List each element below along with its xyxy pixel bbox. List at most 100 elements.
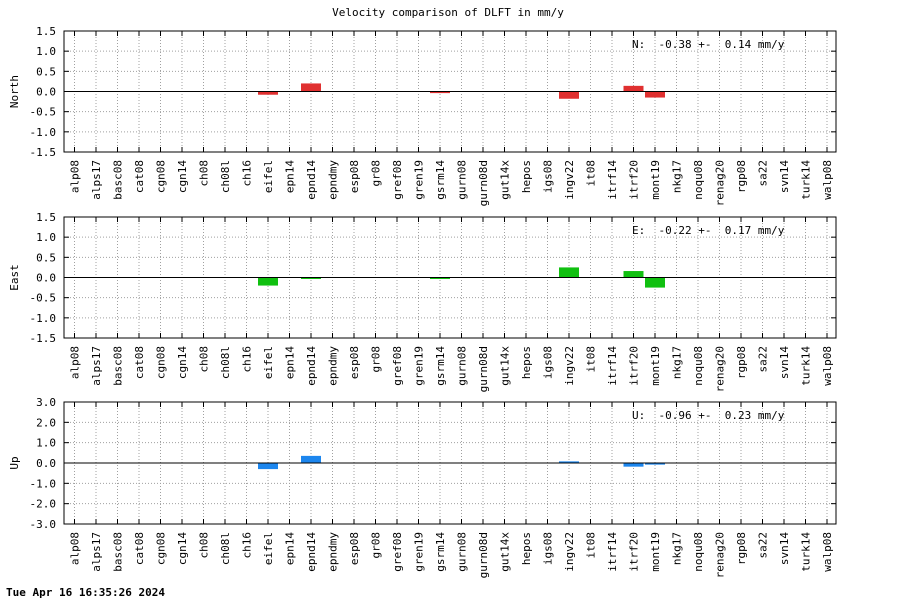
x-tick-label: cgn08	[155, 532, 168, 565]
y-axis-label: East	[8, 264, 21, 291]
x-tick-label: ch08	[198, 346, 211, 373]
x-tick-label: nkg17	[671, 532, 684, 565]
x-tick-label: eifel	[262, 532, 275, 565]
x-tick-label: renag20	[714, 532, 727, 578]
x-tick-label: ch08l	[219, 532, 232, 565]
x-tick-label: ch08	[198, 160, 211, 187]
bar	[645, 277, 665, 288]
x-tick-label: walp08	[821, 160, 834, 200]
x-tick-label: hepos	[520, 532, 533, 565]
y-tick-label: 1.0	[36, 437, 56, 450]
x-tick-label: gsrm14	[434, 160, 447, 200]
y-tick-label: 0.0	[36, 457, 56, 470]
bar	[559, 267, 579, 278]
x-tick-label: ingv22	[563, 532, 576, 572]
bar	[623, 271, 644, 278]
y-tick-label: 1.0	[36, 45, 56, 58]
x-tick-label: gsrm14	[434, 532, 447, 572]
bar	[623, 463, 644, 467]
x-tick-label: renag20	[714, 160, 727, 206]
x-tick-label: cat08	[133, 160, 146, 193]
bar	[430, 277, 450, 279]
x-tick-label: igs08	[542, 532, 555, 565]
x-tick-label: epnd14	[305, 346, 318, 386]
y-tick-label: -1.5	[30, 146, 57, 159]
x-tick-label: rgp08	[735, 532, 748, 565]
x-tick-label: gr08	[370, 346, 383, 373]
x-tick-label: it08	[585, 346, 598, 373]
x-tick-label: alps17	[90, 532, 103, 572]
x-tick-label: basc08	[112, 532, 125, 572]
x-tick-label: itrf20	[628, 160, 641, 200]
x-tick-label: itrf14	[606, 160, 619, 200]
x-tick-label: epn14	[284, 160, 297, 193]
x-tick-label: cgn14	[176, 532, 189, 565]
x-tick-label: epndmy	[327, 532, 340, 572]
x-tick-label: sa22	[757, 532, 770, 559]
y-tick-label: -0.5	[30, 106, 57, 119]
y-tick-label: 1.5	[36, 211, 56, 224]
x-tick-label: gr08	[370, 532, 383, 559]
x-tick-label: cat08	[133, 346, 146, 379]
bar	[301, 83, 321, 92]
x-tick-label: rgp08	[735, 346, 748, 379]
x-tick-label: mont19	[649, 160, 662, 200]
bar	[258, 91, 278, 95]
x-tick-label: gurn08d	[477, 532, 490, 578]
x-tick-label: alps17	[90, 160, 103, 200]
x-tick-label: alp08	[69, 160, 82, 193]
y-tick-label: -0.5	[30, 292, 57, 305]
bar	[559, 461, 579, 463]
y-tick-label: -3.0	[30, 518, 57, 531]
x-tick-label: svn14	[778, 346, 791, 379]
x-tick-label: igs08	[542, 160, 555, 193]
x-tick-label: esp08	[348, 532, 361, 565]
x-tick-label: gurn08d	[477, 346, 490, 392]
x-tick-label: alp08	[69, 346, 82, 379]
x-tick-label: gren19	[413, 160, 426, 200]
x-tick-label: eifel	[262, 160, 275, 193]
x-tick-label: epn14	[284, 346, 297, 379]
x-tick-label: svn14	[778, 160, 791, 193]
x-tick-label: gren19	[413, 532, 426, 572]
y-tick-label: -1.0	[30, 126, 57, 139]
x-tick-label: turk14	[800, 532, 813, 572]
bar	[301, 277, 321, 279]
x-tick-label: itrf20	[628, 532, 641, 572]
x-tick-label: basc08	[112, 160, 125, 200]
x-tick-label: cgn14	[176, 160, 189, 193]
x-tick-label: ch08l	[219, 160, 232, 193]
x-tick-label: gsrm14	[434, 346, 447, 386]
x-tick-label: noqu08	[692, 532, 705, 572]
x-tick-label: gurn08	[456, 346, 469, 386]
x-tick-label: itrf20	[628, 346, 641, 386]
x-tick-label: esp08	[348, 160, 361, 193]
y-tick-label: 1.5	[36, 25, 56, 38]
x-tick-label: mont19	[649, 346, 662, 386]
x-tick-label: cgn08	[155, 346, 168, 379]
x-tick-label: noqu08	[692, 160, 705, 200]
x-tick-label: epnd14	[305, 160, 318, 200]
x-tick-label: itrf14	[606, 346, 619, 386]
y-tick-label: 3.0	[36, 396, 56, 409]
y-tick-label: 1.0	[36, 231, 56, 244]
x-tick-label: renag20	[714, 346, 727, 392]
x-tick-label: it08	[585, 532, 598, 559]
x-tick-label: hepos	[520, 346, 533, 379]
bar	[645, 463, 665, 465]
bar	[301, 455, 321, 463]
bar	[258, 463, 278, 470]
x-tick-label: gref08	[391, 532, 404, 572]
chart-title: Velocity comparison of DLFT in mm/y	[332, 6, 564, 19]
x-tick-label: epndmy	[327, 346, 340, 386]
x-tick-label: ch16	[241, 346, 254, 373]
y-tick-label: 0.5	[36, 65, 56, 78]
timestamp: Tue Apr 16 16:35:26 2024	[6, 586, 165, 599]
x-tick-label: turk14	[800, 346, 813, 386]
y-tick-label: -1.0	[30, 477, 57, 490]
y-tick-label: 2.0	[36, 416, 56, 429]
x-tick-label: it08	[585, 160, 598, 187]
x-tick-label: nkg17	[671, 160, 684, 193]
x-tick-label: alps17	[90, 346, 103, 386]
